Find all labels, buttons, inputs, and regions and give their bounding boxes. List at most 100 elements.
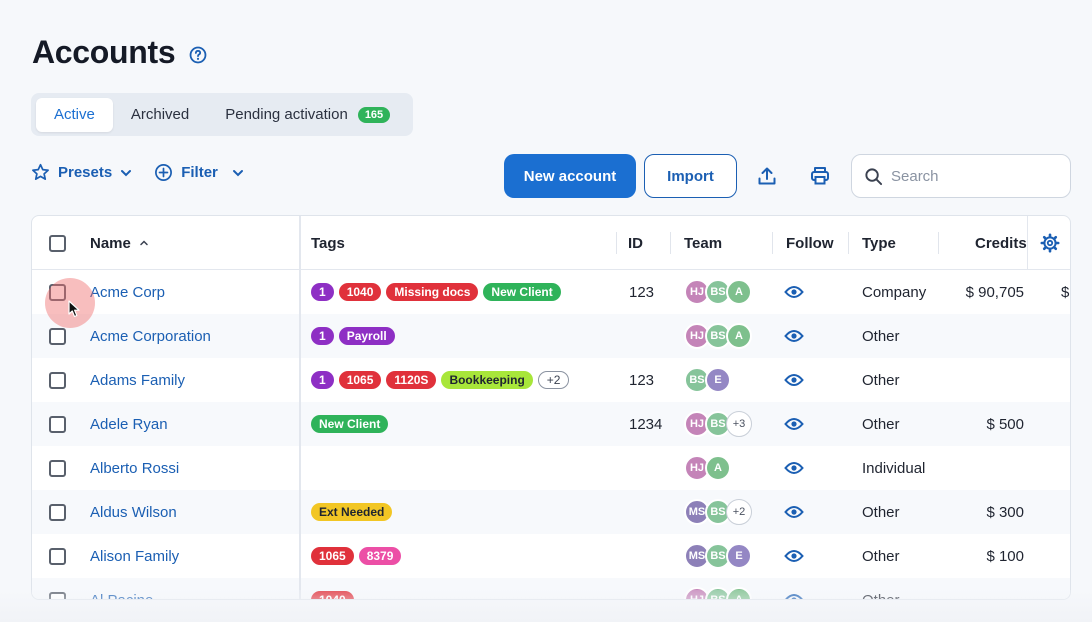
account-name-link[interactable]: Acme Corp (90, 283, 166, 301)
row-checkbox[interactable] (49, 327, 66, 345)
row-checkbox[interactable] (49, 371, 66, 389)
title-row: Accounts (32, 34, 207, 71)
team-cell: HJ A (684, 446, 731, 490)
avatar: A (726, 323, 752, 349)
id-cell: 123 (629, 371, 655, 389)
chevron-down-icon (121, 169, 132, 176)
accounts-table: Acme Corp 1 1040 Missing docs New Client 123 H… (31, 215, 1071, 600)
tag-badge: Bookkeeping (441, 371, 533, 389)
scroll-fade (0, 590, 1092, 622)
tag-badge: New Client (483, 283, 561, 301)
select-cell (49, 402, 66, 446)
account-name-link[interactable]: Adams Family (90, 371, 186, 389)
row-checkbox[interactable] (49, 283, 66, 301)
filter-label: Filter (181, 164, 218, 181)
print-button[interactable] (808, 164, 832, 188)
tag-badge: Ext Needed (311, 503, 393, 521)
account-name-link[interactable]: Adele Ryan (90, 415, 168, 433)
table-header: Name Tags ID Team Follow Type Credits (32, 216, 1070, 270)
type-cell: Company (862, 283, 927, 301)
tag-badge: 1065 (338, 371, 382, 389)
select-cell (49, 490, 66, 534)
name-column-header[interactable]: Name (90, 216, 149, 270)
search-icon (865, 167, 883, 185)
follow-toggle[interactable] (784, 490, 804, 534)
follow-toggle[interactable] (784, 402, 804, 446)
account-name-link[interactable]: Acme Corporation (90, 327, 211, 345)
table-row[interactable]: Alberto Rossi HJ A Individual (32, 446, 1070, 490)
follow-toggle[interactable] (784, 446, 804, 490)
printer-icon (811, 167, 829, 185)
type-cell: Individual (862, 459, 926, 477)
eye-icon (784, 417, 804, 431)
credits-column-header[interactable]: Credits (975, 234, 1027, 252)
tags-cell: 1 Payroll (311, 314, 400, 358)
tag-badge: 1 (311, 371, 334, 389)
avatar: E (705, 367, 731, 393)
tags-cell: New Client (311, 402, 393, 446)
account-name-link[interactable]: Alberto Rossi (90, 459, 180, 477)
account-name-link[interactable]: Aldus Wilson (90, 503, 177, 521)
credits-cell: $ 300 (986, 503, 1024, 521)
tags-column-header[interactable]: Tags (311, 234, 345, 252)
column-separator (670, 232, 671, 254)
follow-column-header[interactable]: Follow (786, 234, 834, 252)
select-cell (49, 534, 66, 578)
id-column-header[interactable]: ID (628, 234, 643, 252)
follow-toggle[interactable] (784, 270, 804, 314)
export-button[interactable] (755, 164, 779, 188)
column-separator (299, 216, 301, 599)
page-title: Accounts (32, 34, 176, 70)
row-checkbox[interactable] (49, 547, 66, 565)
name-header-label: Name (90, 234, 131, 252)
row-checkbox[interactable] (49, 503, 66, 521)
search-box (851, 154, 1071, 198)
column-separator (772, 232, 773, 254)
account-name-link[interactable]: Alison Family (90, 547, 180, 565)
search-input[interactable] (891, 167, 1061, 185)
select-all-checkbox[interactable] (49, 234, 66, 252)
credits-cell: $ 90,705 (965, 283, 1024, 301)
follow-toggle[interactable] (784, 358, 804, 402)
tag-badge: New Client (311, 415, 389, 433)
team-column-header[interactable]: Team (684, 234, 723, 252)
eye-icon (784, 285, 804, 299)
gear-icon (1040, 233, 1060, 253)
table-row[interactable]: Aldus Wilson Ext Needed MS BS +2 Other $ 300 (32, 490, 1070, 534)
new-account-button[interactable]: New account (504, 154, 636, 198)
tab-active[interactable]: Active (36, 97, 113, 132)
column-settings-button[interactable] (1040, 216, 1060, 270)
type-column-header[interactable]: Type (862, 234, 896, 252)
follow-toggle[interactable] (784, 314, 804, 358)
table-row[interactable]: Alison Family 1065 8379 MS BS E Other $ 100 (32, 534, 1070, 578)
tab-label: Archived (130, 106, 190, 123)
eye-icon (784, 373, 804, 387)
credits-cell: $ 500 (986, 415, 1024, 433)
avatar: MS (684, 543, 710, 569)
eye-icon (784, 329, 804, 343)
import-button[interactable]: Import (644, 154, 737, 198)
row-checkbox[interactable] (49, 415, 66, 433)
table-row[interactable]: Adams Family 1 1065 1120S Bookkeeping +2 123 BS… (32, 358, 1070, 402)
table-row[interactable]: Adele Ryan New Client 1234 HJ BS +3 Other $ 500 (32, 402, 1070, 446)
table-row[interactable]: Acme Corporation 1 Payroll HJ BS A Other (32, 314, 1070, 358)
tab-archived[interactable]: Archived (113, 98, 207, 132)
select-cell (49, 270, 66, 314)
presets-button[interactable]: Presets (31, 163, 132, 182)
team-cell: MS BS +2 (684, 490, 752, 534)
tag-badge: +2 (537, 371, 570, 389)
more-members-badge: +3 (726, 411, 752, 437)
overflow-cell: $ (1061, 283, 1070, 301)
presets-label: Presets (58, 164, 113, 181)
filter-button[interactable]: Filter (154, 163, 244, 182)
help-icon[interactable] (189, 46, 207, 64)
tag-badge: 8379 (358, 547, 402, 565)
tab-pending-activation[interactable]: Pending activation 165 (207, 98, 408, 132)
team-cell: BS E (684, 358, 731, 402)
follow-toggle[interactable] (784, 534, 804, 578)
table-row[interactable]: Acme Corp 1 1040 Missing docs New Client 123 H… (32, 270, 1070, 314)
row-checkbox[interactable] (49, 459, 66, 477)
tag-badge: Payroll (338, 327, 395, 345)
